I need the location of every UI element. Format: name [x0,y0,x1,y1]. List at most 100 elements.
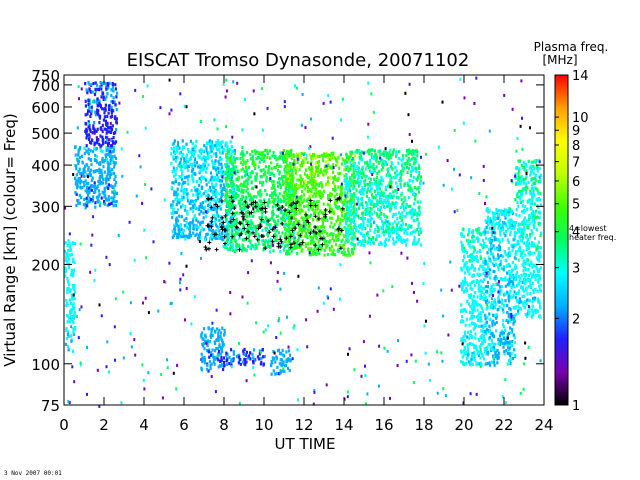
echo-point [69,301,73,306]
echo-point [496,247,499,251]
echo-point [228,204,231,208]
echo-point [229,175,232,179]
echo-point [484,330,487,334]
echo-point [344,160,347,164]
echo-point [282,182,285,186]
echo-point [198,177,201,181]
echo-point [363,243,366,247]
echo-point [313,175,316,179]
echo-point [247,235,250,239]
echo-point [112,96,115,100]
echo-point [93,128,96,132]
echo-point [177,198,180,202]
echo-point [231,184,234,188]
echo-point [469,305,472,309]
echo-point [235,243,238,247]
echo-point [471,274,475,278]
echo-point [383,150,386,154]
echo-point [283,364,286,368]
echo-point [220,168,223,172]
echo-point [184,160,187,164]
echo-point [313,200,316,204]
echo-point [322,212,325,216]
echo-point [264,220,267,224]
echo-point [214,349,217,353]
echo-point [357,230,360,234]
echo-point [486,306,489,310]
echo-point [361,150,364,154]
echo-point [217,331,220,335]
echo-point [197,191,200,196]
echo-point [384,214,387,218]
echo-point [200,220,203,224]
echo-point [231,358,234,362]
echo-point [360,188,363,192]
echo-point [388,192,391,196]
echo-point [481,309,485,313]
echo-point [261,201,265,206]
echo-point [261,239,264,243]
echo-point [178,146,181,150]
echo-point [74,182,78,186]
echo-point [503,221,506,225]
echo-point [414,149,417,153]
echo-point [400,224,403,228]
echo-point [104,153,107,157]
echo-point [487,217,490,222]
echo-point [249,351,252,355]
echo-point [285,189,288,193]
echo-point [491,320,494,324]
echo-point [376,155,379,159]
echo-point [183,160,186,164]
echo-point [216,356,219,360]
echo-point [229,197,232,201]
echo-point [266,155,269,160]
echo-point [210,362,213,366]
echo-point [296,252,299,256]
echo-point [473,255,476,259]
echo-point [418,185,421,189]
echo-point [295,211,298,216]
echo-point [188,233,191,237]
echo-point [374,193,378,198]
echo-point [286,223,289,227]
echo-point [220,358,223,363]
echo-point [413,238,416,242]
echo-point [369,225,372,229]
echo-point [86,112,89,116]
echo-point [527,262,530,266]
echo-point [94,110,97,114]
echo-point [396,185,399,189]
echo-point [211,223,214,227]
echo-point [243,184,246,188]
echo-point [292,225,295,229]
echo-point [337,156,340,160]
echo-point [525,169,528,173]
echo-point [342,159,345,163]
echo-point [301,209,304,213]
echo-point [103,127,106,131]
echo-point [326,183,329,187]
echo-point [356,166,359,170]
echo-point [72,315,75,319]
echo-point [109,126,112,130]
echo-point [403,162,406,166]
echo-point [509,362,512,366]
echo-point [362,189,365,193]
echo-point [90,109,93,113]
echo-point [351,228,355,232]
echo-point [408,185,411,190]
echo-point [226,148,229,152]
echo-point [460,285,463,289]
echo-point [244,248,247,252]
echo-point [408,148,411,152]
echo-point [296,241,299,245]
echo-point [482,260,485,264]
echo-point [274,232,277,236]
echo-point [503,350,506,354]
echo-point [328,207,331,211]
echo-point [364,239,367,244]
echo-point [484,274,487,278]
echo-point [114,156,118,160]
echo-point [359,197,363,201]
